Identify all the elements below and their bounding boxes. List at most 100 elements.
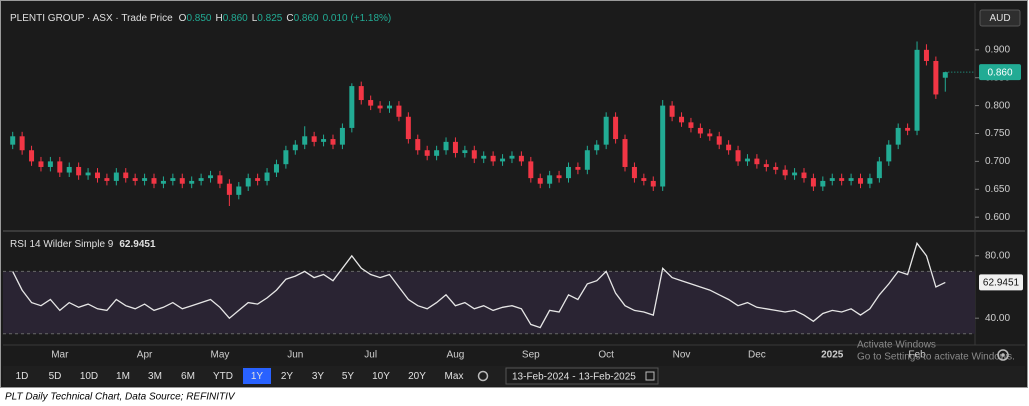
toolbar-button[interactable]: 10Y bbox=[372, 371, 390, 382]
candle-body bbox=[396, 105, 402, 117]
candle-body bbox=[123, 172, 129, 179]
toolbar-active[interactable] bbox=[243, 368, 271, 384]
x-tick-label: Oct bbox=[598, 350, 614, 361]
toolbar-settings[interactable] bbox=[477, 370, 489, 382]
candle-body bbox=[622, 139, 628, 167]
x-tick-label: May bbox=[210, 350, 229, 361]
x-tick-label: Mar bbox=[51, 350, 69, 361]
candle-body bbox=[810, 178, 816, 187]
candle-body bbox=[255, 178, 261, 181]
candle-body bbox=[537, 178, 543, 184]
y-tick-label: 0.600 bbox=[985, 212, 1010, 223]
ohlc-key: H bbox=[215, 13, 222, 24]
candle-body bbox=[66, 166, 72, 173]
candle-body bbox=[10, 136, 16, 145]
y-tick-label: 0.750 bbox=[985, 128, 1010, 139]
candle-body bbox=[151, 178, 157, 184]
candle-body bbox=[716, 136, 722, 145]
settings-icon-center bbox=[1001, 353, 1005, 357]
caption: PLT Daily Technical Chart, Data Source; … bbox=[5, 392, 236, 403]
x-tick-label: Aug bbox=[447, 350, 465, 361]
y-tick-label: 0.700 bbox=[985, 156, 1010, 167]
candle-body bbox=[283, 150, 289, 165]
toolbar-button[interactable]: 10D bbox=[80, 371, 98, 382]
candle-body bbox=[490, 155, 496, 162]
x-tick-label: Nov bbox=[673, 350, 691, 361]
candle-body bbox=[47, 161, 53, 167]
toolbar-button[interactable]: 1M bbox=[116, 371, 130, 382]
range-separator: - bbox=[572, 371, 575, 382]
ohlc-value: 0.860 bbox=[223, 13, 248, 24]
ohlc-key: C bbox=[286, 13, 293, 24]
ohlc-key: O bbox=[179, 13, 187, 24]
currency-box[interactable] bbox=[979, 9, 1021, 27]
candle-body bbox=[528, 161, 534, 179]
rsi-title: RSI 14 Wilder Simple 9 62.9451 bbox=[10, 239, 156, 250]
candle-body bbox=[226, 183, 232, 195]
candle-body bbox=[763, 164, 769, 167]
candle-body bbox=[735, 150, 741, 162]
candle-body bbox=[142, 178, 148, 181]
candle-body bbox=[547, 175, 553, 184]
candle-body bbox=[321, 139, 327, 142]
toolbar-button[interactable]: 6M bbox=[181, 371, 195, 382]
y-tick-label: 0.800 bbox=[985, 100, 1010, 111]
toolbar-button[interactable]: 3M bbox=[148, 371, 162, 382]
date-range-box[interactable] bbox=[505, 367, 659, 385]
toolbar-button[interactable]: 5Y bbox=[342, 371, 355, 382]
candle-body bbox=[292, 144, 298, 151]
candle-body bbox=[886, 144, 892, 162]
candle-body bbox=[933, 60, 939, 95]
last-price-label: 0.860 bbox=[987, 67, 1012, 78]
candle-body bbox=[641, 178, 647, 181]
candle-body bbox=[387, 105, 393, 109]
last-price-tag bbox=[979, 64, 1021, 81]
candle-body bbox=[94, 172, 100, 179]
candle-body bbox=[189, 180, 195, 184]
toolbar-button[interactable]: 3Y bbox=[312, 371, 325, 382]
rsi-current: 62.9451 bbox=[119, 239, 156, 250]
rsi-line bbox=[12, 241, 946, 329]
candle-body bbox=[264, 172, 270, 181]
candle-body bbox=[942, 72, 948, 78]
candle-body bbox=[113, 172, 119, 181]
x-tick-label: Dec bbox=[748, 350, 766, 361]
toolbar-button[interactable]: 5D bbox=[49, 371, 62, 382]
candle-body bbox=[905, 127, 911, 131]
candle-body bbox=[85, 172, 91, 176]
toolbar-button[interactable]: 1D bbox=[16, 371, 29, 382]
rsi-tag bbox=[979, 274, 1023, 291]
candle-body bbox=[839, 178, 845, 181]
watermark-subtitle: Go to Settings to activate Windows. bbox=[857, 352, 1015, 363]
x-tick-label: 2025 bbox=[821, 350, 844, 361]
candle-body bbox=[405, 116, 411, 140]
toolbar-button[interactable]: Max bbox=[445, 371, 464, 382]
x-tick-label: Jun bbox=[287, 350, 303, 361]
toolbar-button[interactable]: 20Y bbox=[408, 371, 426, 382]
candle-body bbox=[726, 144, 732, 151]
candle-body bbox=[565, 166, 571, 179]
candle-body bbox=[132, 178, 138, 181]
candle-body bbox=[782, 169, 788, 176]
candle-body bbox=[217, 175, 223, 184]
candle-body bbox=[669, 105, 675, 117]
candle-body bbox=[377, 105, 383, 109]
calendar-icon[interactable] bbox=[645, 371, 655, 381]
toolbar-button[interactable]: YTD bbox=[213, 371, 233, 382]
candle-body bbox=[613, 116, 619, 140]
candle-body bbox=[415, 139, 421, 151]
candle-body bbox=[867, 178, 873, 184]
toolbar-button[interactable]: 1Y bbox=[251, 371, 264, 382]
candle-body bbox=[57, 161, 63, 173]
toolbar-button[interactable]: 2Y bbox=[281, 371, 294, 382]
settings-icon[interactable] bbox=[997, 349, 1009, 361]
candle-body bbox=[38, 161, 44, 167]
change: 0.010 (+1.18%) bbox=[323, 13, 392, 24]
candle-body bbox=[170, 178, 176, 181]
candle-body bbox=[368, 100, 374, 106]
candle-body bbox=[339, 127, 345, 145]
candle-body bbox=[594, 144, 600, 151]
rsi-band bbox=[3, 271, 975, 334]
candle-body bbox=[509, 155, 515, 159]
candle-body bbox=[273, 164, 279, 173]
